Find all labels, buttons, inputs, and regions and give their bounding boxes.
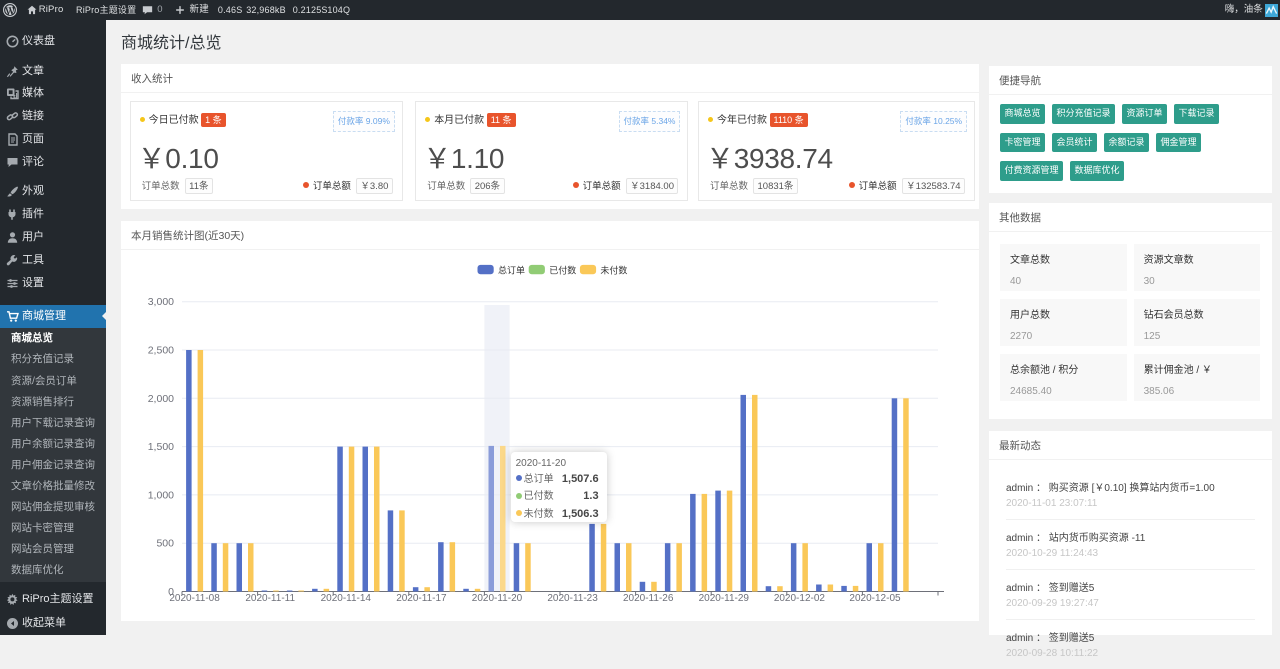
svg-text:2020-11-17: 2020-11-17: [396, 593, 447, 604]
svg-text:0: 0: [168, 586, 174, 598]
svg-text:2020-11-11: 2020-11-11: [245, 593, 295, 604]
svg-text:2020-12-05: 2020-12-05: [849, 593, 901, 604]
svg-text:1,000: 1,000: [148, 489, 174, 501]
svg-text:1,500: 1,500: [148, 441, 174, 453]
svg-text:2020-11-08: 2020-11-08: [169, 593, 220, 604]
svg-text:2020-12-02: 2020-12-02: [774, 593, 826, 604]
svg-text:2020-11-29: 2020-11-29: [699, 593, 750, 604]
svg-text:2020-11-23: 2020-11-23: [547, 593, 598, 604]
svg-text:2020-11-20: 2020-11-20: [472, 593, 523, 604]
svg-text:2,500: 2,500: [148, 345, 174, 357]
svg-text:总订单: 总订单: [498, 265, 525, 276]
svg-text:500: 500: [156, 538, 174, 550]
svg-text:3,000: 3,000: [148, 296, 174, 308]
svg-text:2020-11-14: 2020-11-14: [321, 593, 372, 604]
svg-text:未付数: 未付数: [600, 265, 627, 276]
svg-text:2020-11-26: 2020-11-26: [623, 593, 674, 604]
svg-text:2,000: 2,000: [148, 393, 174, 405]
svg-text:已付数: 已付数: [549, 265, 576, 276]
